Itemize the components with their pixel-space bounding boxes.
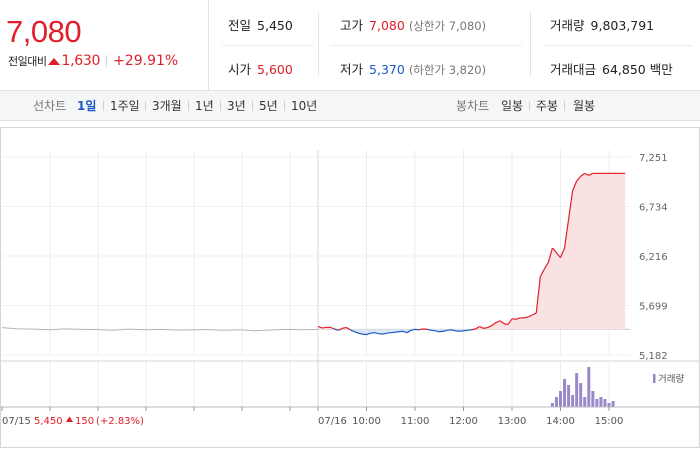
quote-header: 7,080 전일대비 1,630 +29.91% 전일 5,450 시가 5,600… <box>0 0 700 90</box>
change-value: 1,630 <box>61 53 100 69</box>
period-option-1w[interactable]: 1주일 <box>110 97 140 114</box>
series-prev-day <box>2 328 318 331</box>
divider <box>222 45 314 46</box>
divider <box>544 45 692 46</box>
candle-option-monthly[interactable]: 월봉 <box>573 97 595 114</box>
divider <box>145 101 146 111</box>
volume-bar <box>608 403 611 407</box>
divider <box>318 12 319 76</box>
divider <box>330 45 522 46</box>
divider <box>188 101 189 111</box>
y-tick-label: 5,182 <box>639 351 668 362</box>
prev-day-close: 5,450 <box>34 416 63 427</box>
volume-bar <box>563 379 566 407</box>
volume-bar <box>551 403 554 407</box>
x-tick-label: 12:00 <box>449 416 478 427</box>
volume-bar <box>612 401 615 407</box>
stat-label: 전일 <box>228 18 251 33</box>
candle-option-daily[interactable]: 일봉 <box>501 97 523 114</box>
volume-bar <box>595 399 598 407</box>
volume-bar <box>571 395 574 407</box>
volume-legend-label: 거래량 <box>658 373 684 385</box>
stat-label: 고가 <box>340 18 363 33</box>
divider <box>103 101 104 111</box>
change-label: 전일대비 <box>8 53 46 69</box>
change-row: 전일대비 1,630 +29.91% <box>8 53 178 69</box>
divider <box>284 101 285 111</box>
divider <box>106 55 107 67</box>
period-option-1y[interactable]: 1년 <box>195 97 214 114</box>
stat-low: 저가 5,370 (하한가 3,820) <box>340 59 486 78</box>
stat-value: 5,370 <box>369 62 405 77</box>
period-option-10y[interactable]: 10년 <box>291 97 317 114</box>
divider <box>252 101 253 111</box>
stat-prev-close: 전일 5,450 <box>228 15 293 34</box>
period-option-5y[interactable]: 5년 <box>259 97 278 114</box>
prev-day-change: 150 <box>75 416 94 427</box>
volume-bar <box>599 397 602 407</box>
divider <box>529 101 530 111</box>
volume-bar <box>591 391 594 407</box>
stat-value: 9,803,791 <box>591 18 655 33</box>
stat-label: 거래량 <box>550 18 585 33</box>
prev-day-up-arrow-icon <box>66 417 73 423</box>
stat-value: 64,850 백만 <box>602 62 673 77</box>
stat-open: 시가 5,600 <box>228 59 293 78</box>
period-selector-bar: 선차트 1일 1주일 3개월 1년 3년 5년 10년 봉차트 일봉 주봉 월봉 <box>0 90 700 121</box>
volume-legend-icon <box>653 374 656 383</box>
x-tick-label: 11:00 <box>401 416 430 427</box>
candle-chart-label: 봉차트 <box>456 97 489 114</box>
stat-value: 5,450 <box>257 18 293 33</box>
stat-value: 5,600 <box>257 62 293 77</box>
x-tick-label: 15:00 <box>595 416 624 427</box>
y-tick-label: 6,216 <box>639 252 668 263</box>
y-tick-label: 6,734 <box>639 202 668 213</box>
volume-bar <box>559 391 562 407</box>
prev-day-change-percent: (+2.83%) <box>96 416 144 427</box>
volume-bar <box>603 399 606 407</box>
lower-limit: (하한가 3,820) <box>409 63 486 77</box>
stat-label: 거래대금 <box>550 62 596 77</box>
current-price: 7,080 <box>6 14 81 50</box>
volume-bar <box>579 383 582 407</box>
stat-label: 시가 <box>228 62 251 77</box>
volume-bar <box>555 397 558 407</box>
volume-bar <box>587 367 590 407</box>
stat-trade-value: 거래대금 64,850 백만 <box>550 59 673 78</box>
divider <box>530 12 531 76</box>
volume-bar <box>583 397 586 407</box>
x-tick-label: 10:00 <box>352 416 381 427</box>
today-date: 07/16 <box>318 416 347 427</box>
volume-bar <box>575 373 578 407</box>
prev-day-date: 07/15 <box>2 416 31 427</box>
stat-high: 고가 7,080 (상한가 7,080) <box>340 15 486 34</box>
candle-option-weekly[interactable]: 주봉 <box>536 97 558 114</box>
stat-value: 7,080 <box>369 18 405 33</box>
stat-label: 저가 <box>340 62 363 77</box>
up-arrow-icon <box>48 58 60 65</box>
upper-limit: (상한가 7,080) <box>409 19 486 33</box>
x-tick-label: 13:00 <box>498 416 527 427</box>
period-option-3m[interactable]: 3개월 <box>152 97 182 114</box>
stat-volume: 거래량 9,803,791 <box>550 15 654 34</box>
price-box: 7,080 전일대비 1,630 +29.91% <box>0 0 209 90</box>
period-option-3y[interactable]: 3년 <box>227 97 246 114</box>
y-tick-label: 7,251 <box>639 153 668 164</box>
y-tick-label: 5,699 <box>639 302 668 313</box>
volume-bar <box>567 385 570 407</box>
change-percent: +29.91% <box>113 53 178 69</box>
x-tick-label: 14:00 <box>546 416 575 427</box>
period-option-1d[interactable]: 1일 <box>77 97 96 114</box>
divider <box>220 101 221 111</box>
divider <box>564 101 565 111</box>
line-chart-label: 선차트 <box>33 97 66 114</box>
